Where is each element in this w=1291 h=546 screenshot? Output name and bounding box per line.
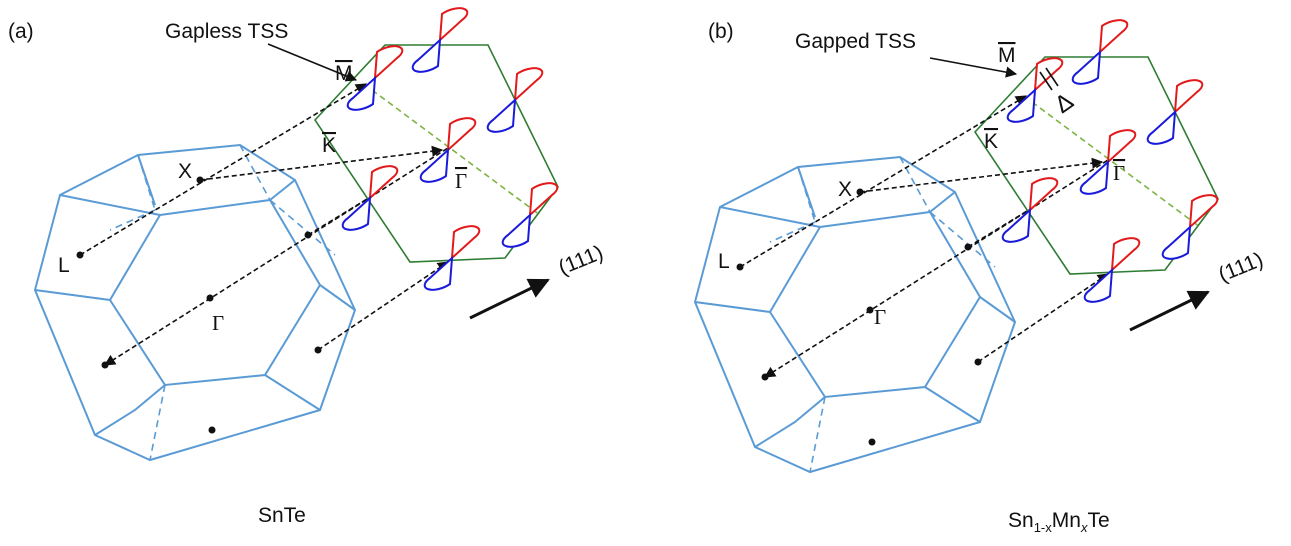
point-label: Γ [874,305,886,329]
panel-a-scene [35,8,558,460]
point-label: Γ [1113,161,1125,185]
point-label: X [838,178,852,201]
annotation: Gapped TSS [795,30,916,53]
point-label: M [998,44,1016,67]
panel-label: (a) [8,20,34,43]
panel-label: (b) [708,20,734,43]
caption-part: x [1080,520,1088,535]
caption-part: Sn [1008,509,1034,532]
direction-label: (111) [555,241,606,280]
caption: SnTe [258,504,306,527]
annotation-arrow [929,57,1018,78]
point-label: M [335,62,353,85]
point-label: Γ [212,311,224,335]
caption-part: Te [1087,509,1109,532]
point-label: K [984,130,998,153]
caption-part: SnTe [258,504,306,527]
caption-part: Mn [1052,509,1081,532]
annotation-arrow [267,43,358,82]
gap-label: Δ [1050,88,1079,119]
point-label: X [178,160,192,183]
caption: Sn1-xMnxTe [1008,509,1110,535]
caption-part: 1-x [1034,520,1053,535]
point-label: K [322,134,336,157]
panel-b-scene [695,20,1218,472]
annotation: Gapless TSS [165,20,288,43]
point-label: L [718,250,730,273]
direction-label: (111) [1215,248,1266,287]
gap-mark [1045,67,1059,87]
gap-mark [1039,71,1053,91]
point-label: Γ [455,169,467,193]
point-label: L [58,254,70,277]
